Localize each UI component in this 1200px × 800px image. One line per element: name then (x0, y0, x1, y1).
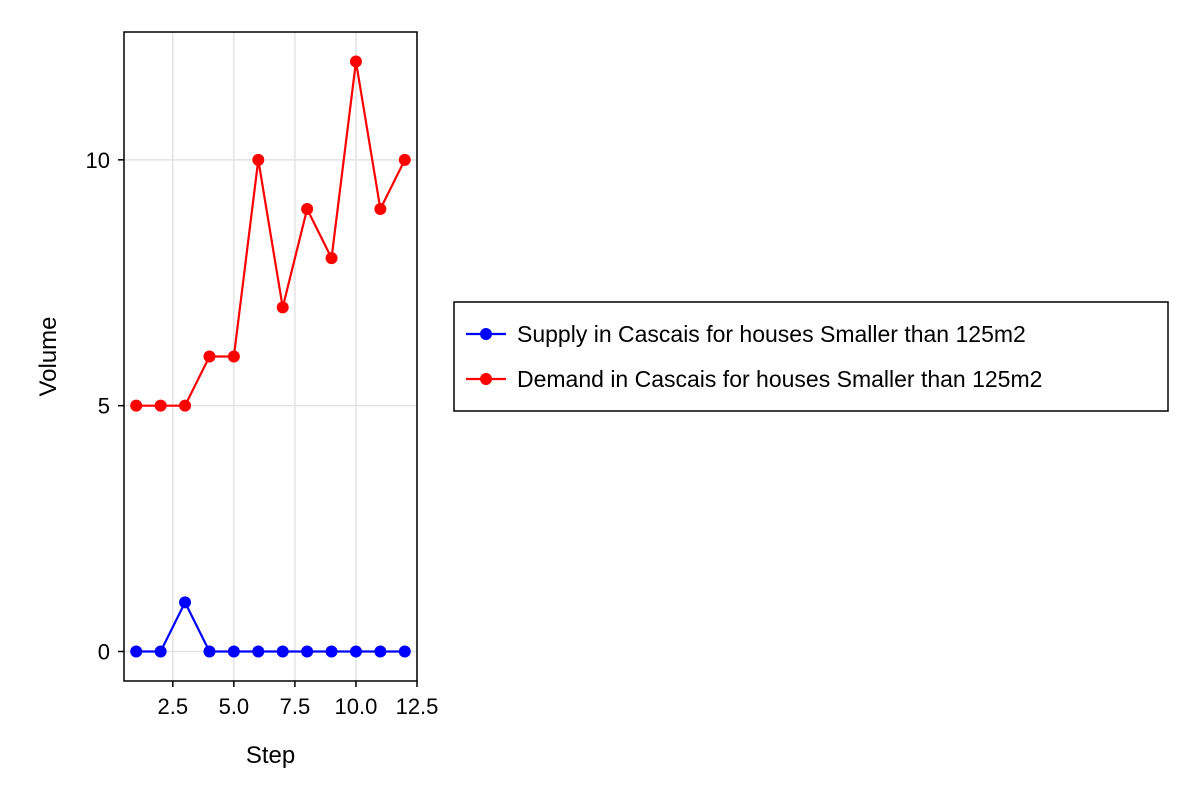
series-0-point-7 (301, 645, 314, 658)
y-tick-label-2: 10 (86, 148, 110, 173)
legend-label-0: Supply in Cascais for houses Smaller tha… (517, 321, 1026, 347)
series-0-point-1 (154, 645, 167, 658)
series-1-point-8 (325, 252, 338, 265)
series-layer (130, 55, 411, 658)
series-0-line (136, 601, 405, 653)
series-1-point-10 (374, 203, 387, 215)
series-1-point-9 (349, 55, 362, 68)
series-0-point-6 (276, 645, 289, 658)
series-1-line (136, 60, 406, 407)
series-0-point-8 (325, 645, 338, 658)
series-0-point-4 (227, 645, 240, 658)
legend-swatch-marker-1 (480, 373, 492, 385)
series-0-point-10 (374, 645, 387, 658)
series-1-point-6 (276, 301, 289, 314)
plot-area-frame (123, 31, 418, 682)
x-tick-label-3: 10.0 (335, 694, 378, 719)
legend-entry-0: Supply in Cascais for houses Smaller tha… (466, 321, 1026, 347)
series-0-point-2 (179, 596, 192, 609)
y-tick-label-0: 0 (98, 640, 110, 665)
series-0-point-5 (252, 645, 265, 658)
x-tick-label-1: 5.0 (219, 694, 250, 719)
x-tick-label-4: 12.5 (396, 694, 439, 719)
series-0 (130, 596, 411, 658)
axis-ticks: 2.5 5.0 7.5 10.0 12.5 0 5 10 (86, 148, 439, 719)
series-1-point-1 (154, 399, 167, 412)
series-1-point-3 (203, 350, 216, 363)
series-1-point-11 (398, 153, 411, 166)
x-tick-label-2: 7.5 (280, 694, 311, 719)
series-1 (130, 55, 411, 412)
grid-lines (124, 32, 418, 681)
series-1-point-4 (227, 350, 240, 363)
series-0-point-11 (398, 645, 411, 658)
legend-entry-1: Demand in Cascais for houses Smaller tha… (466, 366, 1042, 392)
legend-label-1: Demand in Cascais for houses Smaller tha… (517, 366, 1042, 392)
series-0-point-3 (203, 645, 216, 658)
series-1-point-5 (252, 153, 265, 166)
legend-swatch-marker-0 (480, 328, 492, 340)
series-1-point-2 (179, 399, 192, 412)
series-0-point-0 (130, 645, 143, 658)
series-1-point-0 (130, 399, 143, 412)
x-tick-label-0: 2.5 (158, 694, 189, 719)
series-0-point-9 (349, 645, 362, 658)
series-1-point-7 (301, 203, 314, 215)
y-tick-label-1: 5 (98, 394, 110, 419)
legend: Supply in Cascais for houses Smaller tha… (453, 301, 1169, 412)
x-axis-title: Step (246, 742, 295, 769)
y-axis-title: Volume (35, 316, 62, 396)
legend-box (453, 301, 1169, 412)
